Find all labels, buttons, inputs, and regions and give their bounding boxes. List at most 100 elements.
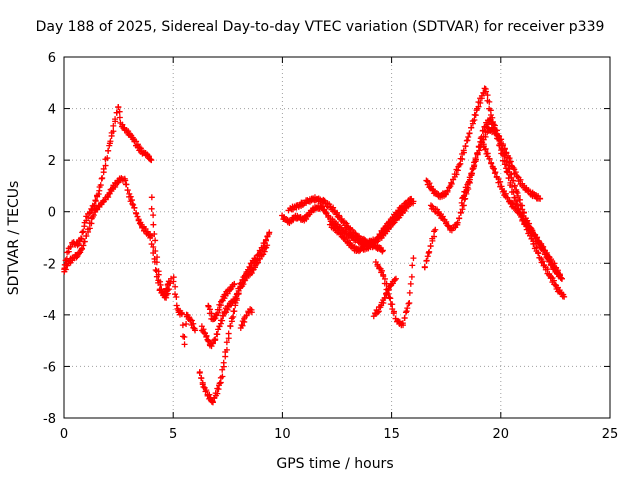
data-point bbox=[468, 124, 475, 131]
data-point bbox=[99, 175, 106, 182]
data-point bbox=[432, 226, 439, 233]
data-point bbox=[172, 283, 179, 290]
data-point bbox=[426, 248, 433, 255]
data-point bbox=[202, 388, 209, 395]
data-point bbox=[183, 321, 190, 328]
data-point bbox=[219, 373, 226, 380]
data-point bbox=[427, 243, 434, 250]
data-point bbox=[238, 322, 245, 329]
data-point bbox=[152, 266, 159, 273]
data-point bbox=[548, 256, 555, 263]
data-point bbox=[482, 88, 489, 95]
data-point bbox=[466, 176, 473, 183]
data-point bbox=[509, 183, 516, 190]
data-point bbox=[223, 346, 230, 353]
y-tick-label: -6 bbox=[43, 360, 56, 375]
data-point bbox=[214, 331, 221, 338]
data-point bbox=[86, 225, 93, 232]
series-track-16 bbox=[458, 124, 544, 206]
x-tick-label: 15 bbox=[383, 427, 400, 442]
data-point bbox=[407, 280, 414, 287]
data-point bbox=[338, 215, 345, 222]
data-point bbox=[216, 380, 223, 387]
series-track-8 bbox=[237, 306, 255, 331]
data-point bbox=[225, 330, 232, 337]
data-point bbox=[421, 263, 428, 270]
data-point bbox=[401, 315, 408, 322]
data-point bbox=[131, 204, 138, 211]
data-point bbox=[405, 300, 412, 307]
data-point bbox=[148, 157, 155, 164]
data-point bbox=[370, 313, 377, 320]
data-point bbox=[505, 175, 512, 182]
data-point bbox=[256, 255, 263, 262]
data-point bbox=[410, 255, 417, 262]
data-point bbox=[129, 200, 136, 207]
data-point bbox=[251, 264, 258, 271]
data-point bbox=[62, 266, 69, 273]
data-point bbox=[223, 339, 230, 346]
data-point bbox=[460, 147, 467, 154]
data-point bbox=[203, 332, 210, 339]
data-point bbox=[423, 257, 430, 264]
data-point bbox=[539, 258, 546, 265]
data-point bbox=[408, 195, 415, 202]
data-point bbox=[151, 230, 158, 237]
data-point bbox=[181, 334, 188, 341]
data-point bbox=[230, 313, 237, 320]
data-point bbox=[561, 293, 568, 300]
data-point bbox=[486, 98, 493, 105]
data-point bbox=[262, 237, 269, 244]
data-point bbox=[402, 309, 409, 316]
data-point bbox=[468, 170, 475, 177]
data-point bbox=[152, 237, 159, 244]
data-point bbox=[457, 160, 464, 167]
data-point bbox=[464, 137, 471, 144]
data-point bbox=[387, 295, 394, 302]
data-point bbox=[79, 229, 86, 236]
data-point bbox=[203, 387, 210, 394]
data-point bbox=[179, 322, 186, 329]
data-point bbox=[339, 231, 346, 238]
data-point bbox=[102, 162, 109, 169]
data-point bbox=[208, 310, 215, 317]
data-point bbox=[500, 151, 507, 158]
data-point bbox=[456, 215, 463, 222]
data-point bbox=[543, 249, 550, 256]
data-point bbox=[489, 165, 496, 172]
y-tick-label: 0 bbox=[48, 206, 56, 221]
data-point bbox=[406, 300, 413, 307]
data-point bbox=[501, 161, 508, 168]
data-point bbox=[157, 281, 164, 288]
data-point bbox=[325, 212, 332, 219]
data-point bbox=[518, 212, 525, 219]
series-track-6 bbox=[198, 242, 271, 350]
data-point bbox=[444, 188, 451, 195]
data-point bbox=[212, 336, 219, 343]
data-point bbox=[404, 305, 411, 312]
data-point bbox=[409, 262, 416, 269]
data-point bbox=[535, 250, 542, 257]
data-point bbox=[116, 114, 123, 121]
data-point bbox=[431, 233, 438, 240]
data-point bbox=[399, 320, 406, 327]
data-point bbox=[385, 286, 392, 293]
data-point bbox=[383, 280, 390, 287]
data-point bbox=[503, 149, 510, 156]
data-point bbox=[392, 275, 399, 282]
series-track-1 bbox=[61, 104, 155, 273]
y-tick-label: -4 bbox=[43, 309, 56, 324]
data-point bbox=[90, 212, 97, 219]
data-point bbox=[552, 281, 559, 288]
x-tick-label: 25 bbox=[602, 427, 619, 442]
data-point bbox=[144, 228, 151, 235]
data-point bbox=[231, 308, 238, 315]
data-point bbox=[504, 169, 511, 176]
data-point bbox=[148, 194, 155, 201]
data-point bbox=[527, 188, 534, 195]
series-track-17 bbox=[480, 141, 565, 282]
data-point bbox=[200, 383, 207, 390]
series-track-11 bbox=[326, 221, 386, 255]
data-point bbox=[219, 366, 226, 373]
